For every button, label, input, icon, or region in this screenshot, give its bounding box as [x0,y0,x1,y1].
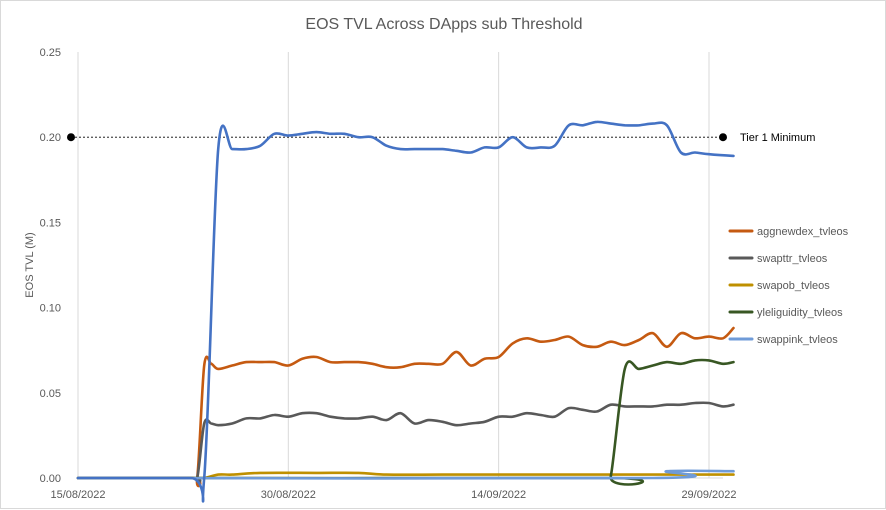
legend-label: swapob_tvleos [757,280,830,292]
y-tick-label: 0.25 [40,47,61,59]
reference-marker-left [67,133,75,142]
reference-line-group: Tier 1 Minimum [67,132,815,144]
y-tick-label: 0.15 [40,217,61,229]
series-line-swapttr_tvleos [76,401,735,484]
x-tick-label: 30/08/2022 [261,489,316,501]
reference-line-label: Tier 1 Minimum [740,132,815,144]
x-tick-label: 29/09/2022 [681,489,736,501]
chart-title: EOS TVL Across DApps sub Threshold [305,16,582,33]
y-tick-label: 0.05 [40,388,61,400]
series-line-aggnewdex_tvleos [76,326,735,488]
legend-label: swapttr_tvleos [757,253,828,265]
x-tick-labels: 15/08/2022 30/08/2022 14/09/2022 29/09/2022 [50,489,736,501]
series-line-unlabeled [76,120,735,503]
y-axis-title: EOS TVL (M) [24,232,36,297]
x-tick-label: 14/09/2022 [471,489,526,501]
y-tick-label: 0.20 [40,132,61,144]
x-tick-label: 15/08/2022 [50,489,105,501]
legend-label: swappink_tvleos [757,334,838,346]
y-tick-label: 0.10 [40,303,61,315]
legend-label: yleliguidity_tvleos [757,307,843,319]
reference-marker-right [719,133,727,142]
legend-label: aggnewdex_tvleos [757,226,849,238]
y-tick-labels: 0.00 0.05 0.10 0.15 0.20 0.25 [40,47,61,485]
series-line-swappink_tvleos [76,469,735,480]
legend: aggnewdex_tvleos swapttr_tvleos swapob_tvl… [728,226,849,346]
y-tick-label: 0.00 [40,473,61,485]
series-lines [76,120,735,503]
series-line-yleliguidity_tvleos [76,358,735,486]
